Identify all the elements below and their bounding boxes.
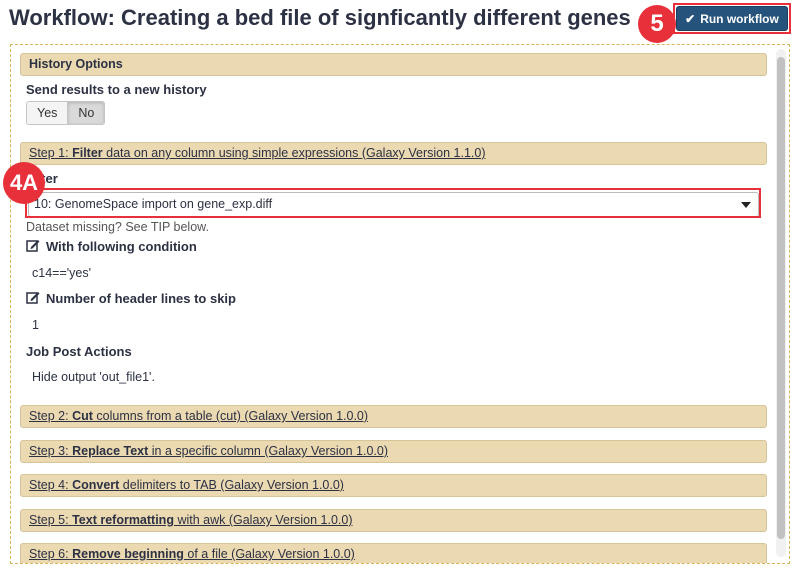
- check-icon: ✔: [685, 11, 696, 26]
- job-post-actions-label: Job Post Actions: [26, 344, 132, 359]
- header-lines-value[interactable]: 1: [32, 318, 39, 332]
- step-4-header[interactable]: Step 4: Convert delimiters to TAB (Galax…: [20, 474, 767, 497]
- step-5-header[interactable]: Step 5: Text reformatting with awk (Gala…: [20, 509, 767, 532]
- edit-icon[interactable]: [26, 291, 40, 304]
- condition-field-label: With following condition: [26, 239, 197, 254]
- step-3-header[interactable]: Step 3: Replace Text in a specific colum…: [20, 440, 767, 463]
- step-6-header[interactable]: Step 6: Remove beginning of a file (Gala…: [20, 543, 767, 563]
- scrollbar-thumb[interactable]: [777, 57, 785, 539]
- step-1-tool: Filter: [72, 146, 103, 160]
- page-title: Workflow: Creating a bed file of signfic…: [9, 5, 631, 30]
- toggle-no-button[interactable]: No: [67, 102, 105, 124]
- callout-badge-4a: 4A: [3, 162, 45, 204]
- run-workflow-button[interactable]: ✔ Run workflow: [676, 6, 788, 31]
- toggle-yes-button[interactable]: Yes: [27, 102, 68, 124]
- job-post-actions-value: Hide output 'out_file1'.: [32, 370, 155, 384]
- step-1-prefix: Step 1:: [29, 146, 73, 160]
- new-history-toggle: Yes No: [26, 101, 106, 125]
- condition-value[interactable]: c14=='yes': [32, 266, 91, 280]
- vertical-scrollbar[interactable]: [776, 49, 786, 557]
- dataset-select-value: 10: GenomeSpace import on gene_exp.diff: [34, 197, 273, 211]
- run-workflow-label: Run workflow: [700, 11, 779, 26]
- edit-icon[interactable]: [26, 239, 40, 252]
- dataset-select[interactable]: 10: GenomeSpace import on gene_exp.diff: [28, 192, 759, 217]
- header-lines-field-label: Number of header lines to skip: [26, 291, 236, 306]
- callout-badge-5: 5: [638, 5, 676, 43]
- dataset-help-text: Dataset missing? See TIP below.: [26, 220, 209, 234]
- caret-down-icon[interactable]: [741, 202, 751, 208]
- history-options-header: History Options: [20, 53, 767, 76]
- workflow-run-panel: History Options Send results to a new hi…: [10, 44, 790, 564]
- new-history-label: Send results to a new history: [26, 82, 207, 97]
- step-1-header[interactable]: Step 1: Filter data on any column using …: [20, 142, 767, 165]
- step-1-description: data on any column using simple expressi…: [102, 146, 486, 160]
- step-2-header[interactable]: Step 2: Cut columns from a table (cut) (…: [20, 405, 767, 428]
